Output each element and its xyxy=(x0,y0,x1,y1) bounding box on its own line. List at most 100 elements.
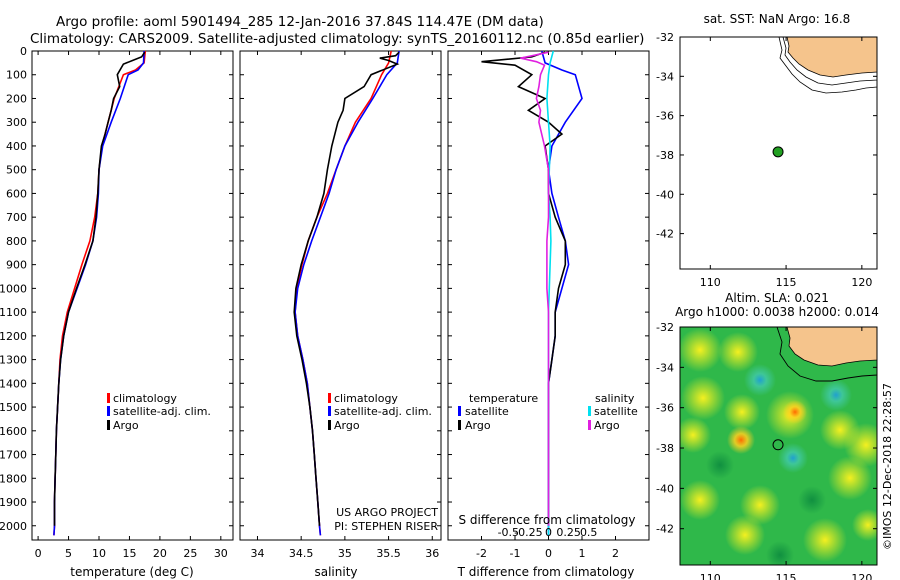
map-y-tick-label: -32 xyxy=(656,31,674,44)
legend-label-t-satellite: satellite xyxy=(465,405,509,418)
y-tick-label: 1600 xyxy=(0,425,27,438)
temperature-legend: climatology satellite-adj. clim. Argo xyxy=(107,392,211,432)
legend-label-s-satellite: satellite xyxy=(594,405,638,418)
temperature-ticks: 0100200300400500600700800900100011001200… xyxy=(0,45,233,560)
salinity-ticks: 34 34.5 35 35.5 36 xyxy=(240,50,441,560)
salinity-xlabel: salinity xyxy=(314,565,357,579)
map-y-tick-label: -38 xyxy=(656,442,674,455)
y-tick-label: 1300 xyxy=(0,354,27,367)
sst-map: sat. SST: NaN Argo: 16.8 110 115 120 -32 -34… xyxy=(656,12,878,289)
legend-swatch-s-satellite xyxy=(588,406,591,416)
coast-contour-outer xyxy=(778,36,878,94)
map-y-tick-label: -38 xyxy=(656,149,674,162)
x-tick-label: 34.5 xyxy=(289,547,314,560)
x-tick-label: 2 xyxy=(612,547,619,560)
sla-blob xyxy=(798,486,826,514)
legend-swatch-argo xyxy=(107,420,110,430)
s-tick-label: -0.5 xyxy=(498,526,519,539)
legend-title-salinity: salinity xyxy=(595,392,635,405)
x-tick-label: 34 xyxy=(250,547,264,560)
float-position-marker xyxy=(772,146,784,158)
sst-map-ticks: 110 115 120 -32 -34 -36 -38 -40 -42 xyxy=(656,31,877,289)
x-tick-label: 0 xyxy=(35,547,42,560)
sla-blob xyxy=(820,379,852,411)
legend-label-argo: Argo xyxy=(113,419,139,432)
map-y-tick-label: -32 xyxy=(656,321,674,334)
difference-legend: temperature salinity satellite Argo sate… xyxy=(458,392,638,432)
sst-map-title: sat. SST: NaN Argo: 16.8 xyxy=(704,12,851,26)
legend-label-t-argo: Argo xyxy=(465,419,491,432)
map-x-tick-label: 110 xyxy=(700,276,721,289)
sla-field xyxy=(680,327,877,565)
salinity-legend: climatology satellite-adj. clim. Argo xyxy=(328,392,432,432)
y-tick-label: 300 xyxy=(6,116,27,129)
sla-blob xyxy=(727,426,755,454)
y-tick-label: 1400 xyxy=(0,377,27,390)
series-line-salinity-argo xyxy=(520,51,550,526)
x-tick-label: 15 xyxy=(122,547,136,560)
y-tick-label: 100 xyxy=(6,69,27,82)
sla-blob xyxy=(718,332,758,372)
temperature-xlabel: temperature (deg C) xyxy=(70,565,193,579)
legend-swatch-climatology xyxy=(328,393,331,403)
legend-swatch-satellite xyxy=(107,406,110,416)
timestamp-stamp: ©IMOS 12-Dec-2018 22:28:57 xyxy=(881,383,894,550)
coast-contour-sla xyxy=(776,327,877,382)
title-line-1: Argo profile: aoml 5901494_285 12-Jan-20… xyxy=(56,14,544,30)
y-tick-label: 1500 xyxy=(0,401,27,414)
salinity-axes-frame xyxy=(239,50,442,541)
difference-panel: -2 -1 0 1 2 temperature salinity satellite A… xyxy=(447,50,650,579)
y-tick-label: 1900 xyxy=(0,496,27,509)
sla-blob xyxy=(766,541,794,565)
map-y-tick-label: -42 xyxy=(656,228,674,241)
sla-blob xyxy=(724,394,760,430)
x-tick-label: 0 xyxy=(545,547,552,560)
legend-swatch-argo xyxy=(328,420,331,430)
temperature-lines xyxy=(53,50,147,536)
sla-blob xyxy=(778,443,808,473)
title-line-2: Climatology: CARS2009. Satellite-adjuste… xyxy=(30,31,644,47)
map-x-tick-label: 120 xyxy=(851,572,872,580)
x-tick-label: 1 xyxy=(579,547,586,560)
sla-blob xyxy=(744,364,776,396)
map-x-tick-label: 110 xyxy=(700,572,721,580)
sla-blob xyxy=(852,509,877,541)
legend-label-s-argo: Argo xyxy=(594,419,620,432)
difference-lines xyxy=(481,50,583,536)
sla-blob xyxy=(725,515,765,555)
sla-blob xyxy=(803,518,847,562)
sla-blob xyxy=(844,423,877,467)
y-tick-label: 1800 xyxy=(0,472,27,485)
map-x-tick-label: 120 xyxy=(851,276,872,289)
y-tick-label: 1200 xyxy=(0,330,27,343)
sla-map-title-2: Argo h1000: 0.0038 h2000: 0.014 xyxy=(675,305,879,319)
sla-blob xyxy=(681,376,725,420)
sla-blob xyxy=(680,328,722,372)
y-tick-label: 700 xyxy=(6,211,27,224)
legend-swatch-t-argo xyxy=(458,420,461,430)
float-position-marker xyxy=(772,439,784,451)
legend-swatch-satellite xyxy=(328,406,331,416)
sla-blob xyxy=(828,456,872,500)
y-tick-label: 200 xyxy=(6,92,27,105)
legend-swatch-s-argo xyxy=(588,420,591,430)
x-tick-label: 30 xyxy=(214,547,228,560)
legend-swatch-climatology xyxy=(107,393,110,403)
y-tick-label: 2000 xyxy=(0,520,27,533)
s-tick-label: 0.5 xyxy=(580,526,598,539)
y-tick-label: 900 xyxy=(6,259,27,272)
y-tick-label: 0 xyxy=(20,45,27,58)
map-y-tick-label: -36 xyxy=(656,402,674,415)
sst-map-frame xyxy=(679,36,878,270)
difference-xlabel: T difference from climatology xyxy=(457,565,635,579)
map-y-tick-label: -42 xyxy=(656,523,674,536)
s-tick-label: 0.25 xyxy=(556,526,581,539)
legend-label-argo: Argo xyxy=(334,419,360,432)
sla-map-frame xyxy=(679,326,878,566)
legend-swatch-t-satellite xyxy=(458,406,461,416)
y-tick-label: 400 xyxy=(6,140,27,153)
x-tick-label: -2 xyxy=(476,547,487,560)
x-tick-label: -1 xyxy=(510,547,521,560)
s-difference-ticks: -0.5-0.25 0 0.25 0.5 xyxy=(498,526,598,539)
